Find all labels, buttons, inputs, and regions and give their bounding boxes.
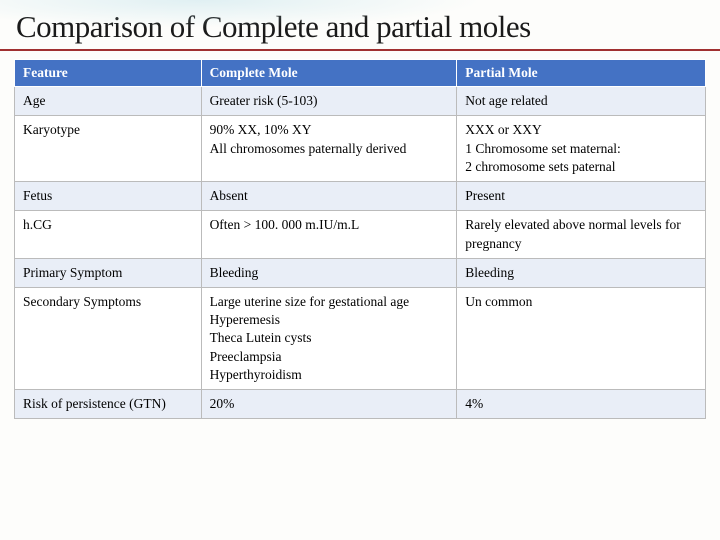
cell-partial: Bleeding — [457, 258, 706, 287]
table-row: Risk of persistence (GTN) 20% 4% — [15, 390, 706, 419]
cell-partial: Rarely elevated above normal levels for … — [457, 211, 706, 258]
table-row: Karyotype 90% XX, 10% XYAll chromosomes … — [15, 116, 706, 182]
cell-complete: Bleeding — [201, 258, 457, 287]
cell-complete: Absent — [201, 182, 457, 211]
cell-partial: Not age related — [457, 87, 706, 116]
cell-partial: Un common — [457, 287, 706, 389]
comparison-table: Feature Complete Mole Partial Mole Age G… — [14, 59, 706, 419]
page-title: Comparison of Complete and partial moles — [0, 0, 720, 51]
cell-feature: Karyotype — [15, 116, 202, 182]
col-header-partial: Partial Mole — [457, 60, 706, 87]
table-header-row: Feature Complete Mole Partial Mole — [15, 60, 706, 87]
cell-partial: XXX or XXY1 Chromosome set maternal: 2 c… — [457, 116, 706, 182]
cell-complete: Often > 100. 000 m.IU/m.L — [201, 211, 457, 258]
cell-feature: h.CG — [15, 211, 202, 258]
cell-complete: Greater risk (5-103) — [201, 87, 457, 116]
col-header-feature: Feature — [15, 60, 202, 87]
cell-partial: 4% — [457, 390, 706, 419]
cell-feature: Fetus — [15, 182, 202, 211]
cell-complete: Large uterine size for gestational ageHy… — [201, 287, 457, 389]
cell-feature: Primary Symptom — [15, 258, 202, 287]
table-row: Secondary Symptoms Large uterine size fo… — [15, 287, 706, 389]
cell-feature: Age — [15, 87, 202, 116]
cell-complete: 20% — [201, 390, 457, 419]
cell-feature: Secondary Symptoms — [15, 287, 202, 389]
table-row: Primary Symptom Bleeding Bleeding — [15, 258, 706, 287]
table-row: Age Greater risk (5-103) Not age related — [15, 87, 706, 116]
cell-complete: 90% XX, 10% XYAll chromosomes paternally… — [201, 116, 457, 182]
table-row: h.CG Often > 100. 000 m.IU/m.L Rarely el… — [15, 211, 706, 258]
table-row: Fetus Absent Present — [15, 182, 706, 211]
col-header-complete: Complete Mole — [201, 60, 457, 87]
cell-feature: Risk of persistence (GTN) — [15, 390, 202, 419]
cell-partial: Present — [457, 182, 706, 211]
comparison-table-wrap: Feature Complete Mole Partial Mole Age G… — [0, 51, 720, 429]
